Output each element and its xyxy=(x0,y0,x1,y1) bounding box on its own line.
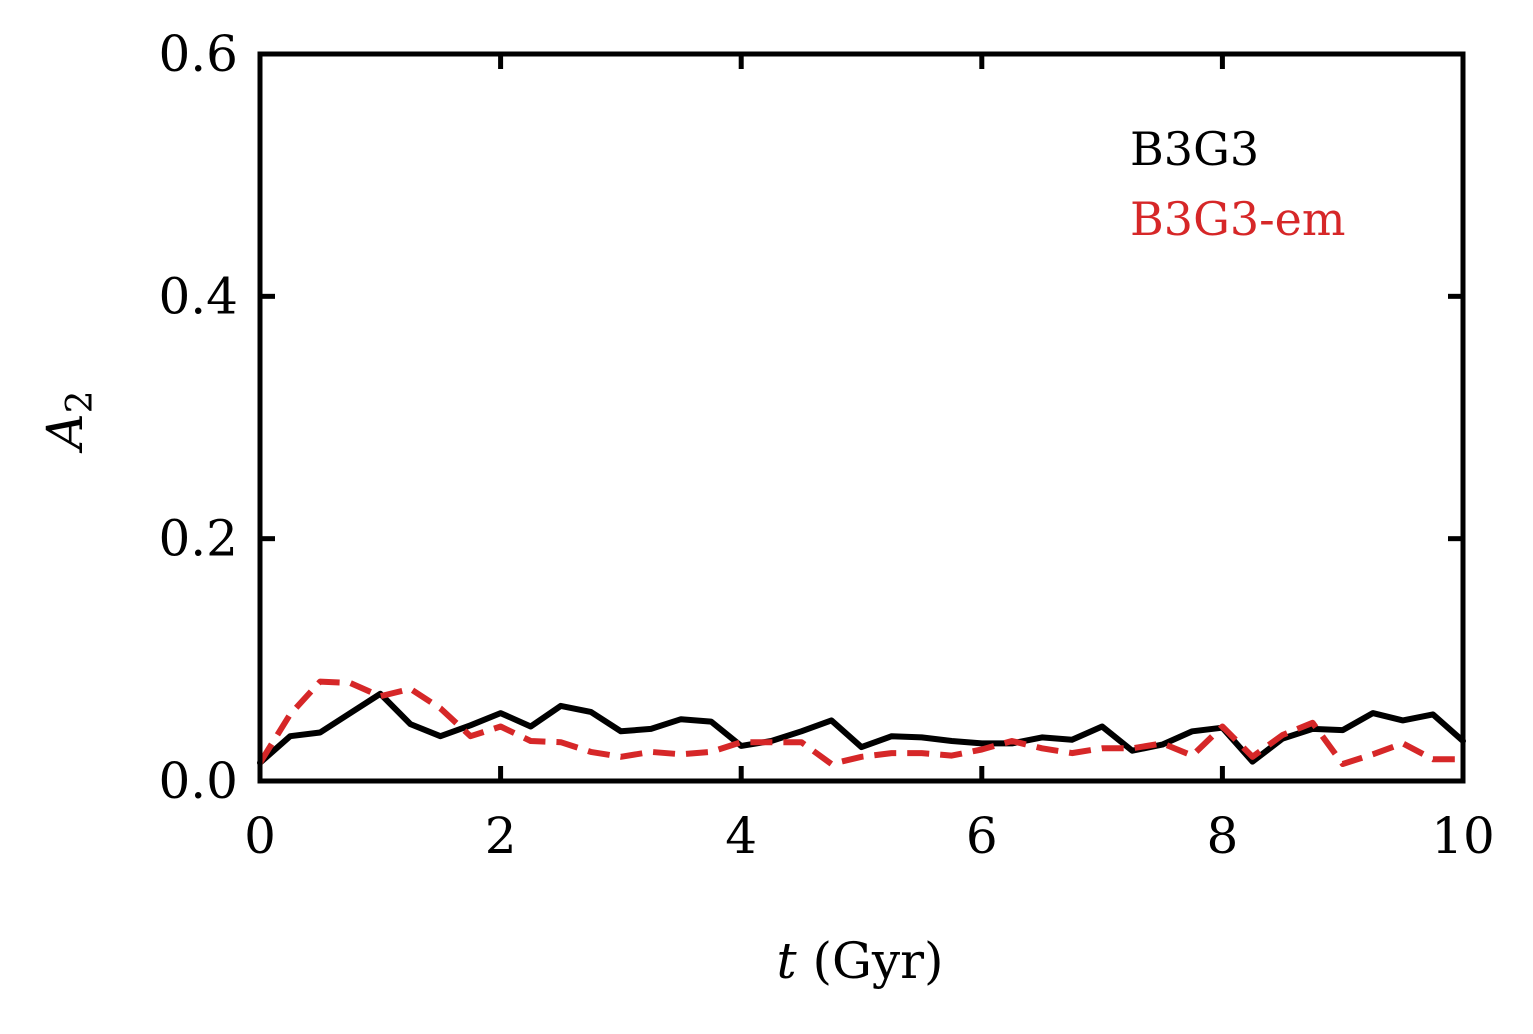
x-tick-label: 8 xyxy=(1206,807,1238,865)
y-axis-label-main: A xyxy=(36,413,94,453)
series-line-b3g3 xyxy=(257,690,1466,766)
x-axis-label-rest: (Gyr) xyxy=(797,932,944,990)
x-tick-label: 10 xyxy=(1431,807,1495,865)
y-axis-label: A2 xyxy=(36,390,101,453)
y-tick-label: 0.6 xyxy=(158,25,238,83)
x-axis-label: t (Gyr) xyxy=(776,932,943,990)
y-axis-label-sub: 2 xyxy=(60,390,101,413)
x-axis-label-italic: t xyxy=(776,932,797,990)
y-tick-label: 0.4 xyxy=(158,267,238,325)
x-tick-label: 0 xyxy=(244,807,276,865)
ticks-layer: 0 2 4 6 8 10 0.0 0.2 0.4 0.6 xyxy=(158,25,1494,865)
series-layer xyxy=(257,678,1466,767)
legend-entry-b3g3-em: B3G3-em xyxy=(1130,192,1345,246)
x-tick-label: 2 xyxy=(485,807,517,865)
legend-entry-b3g3: B3G3 xyxy=(1130,122,1259,176)
x-tick-label: 4 xyxy=(725,807,757,865)
y-tick-label: 0.0 xyxy=(158,752,238,810)
plot-frame xyxy=(257,51,1466,784)
x-tick-label: 6 xyxy=(966,807,998,865)
series-line-b3g3-em xyxy=(257,678,1463,767)
y-tick-label: 0.2 xyxy=(158,510,238,568)
